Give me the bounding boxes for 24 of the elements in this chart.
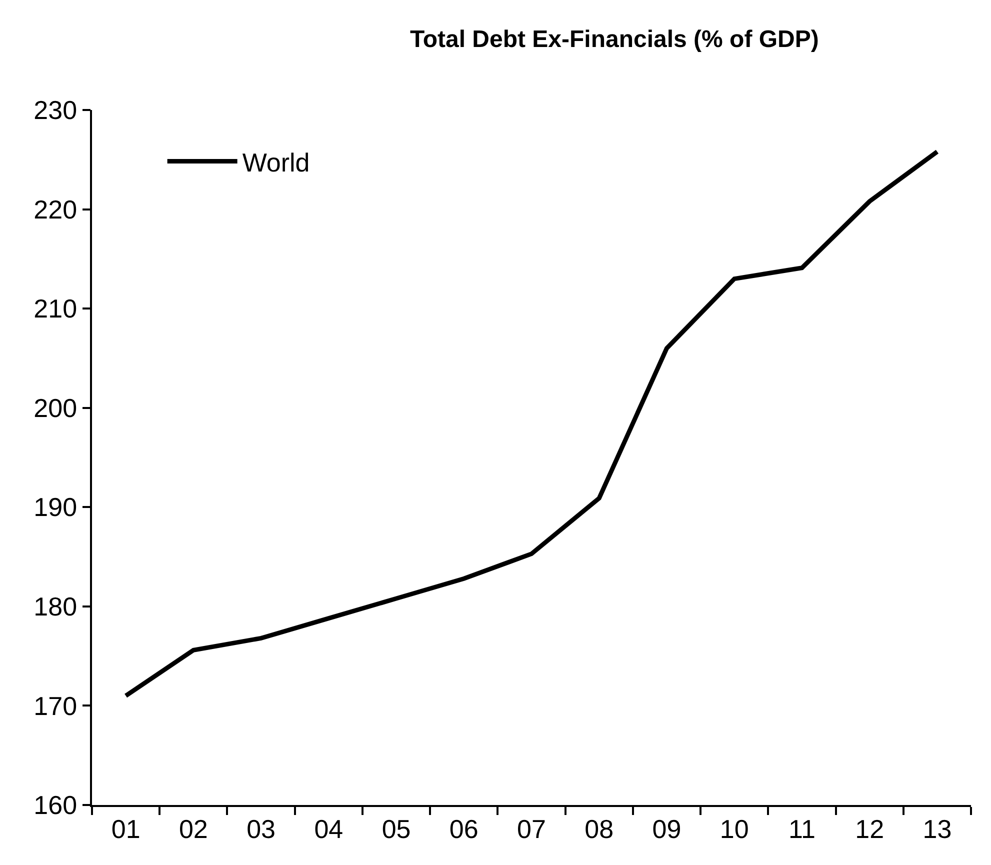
y-tick-label: 230 <box>34 95 78 126</box>
line-series <box>124 149 940 698</box>
x-tick-label: 03 <box>246 814 276 844</box>
y-tick-label: 220 <box>34 194 78 224</box>
x-tick-label: 02 <box>178 814 208 844</box>
x-tick-label: 09 <box>652 814 682 844</box>
y-tick-label: 200 <box>34 392 78 423</box>
x-tick-label: 08 <box>584 814 614 844</box>
chart-title: Total Debt Ex-Financials (% of GDP) <box>410 26 819 54</box>
x-tick-label: 05 <box>382 814 411 844</box>
y-tick-label: 170 <box>34 690 78 721</box>
x-tick-label: 06 <box>449 814 478 844</box>
y-tick-label: 190 <box>34 492 78 522</box>
x-tick-label: 13 <box>922 814 952 844</box>
y-tick-label: 180 <box>34 592 78 622</box>
legend-label: World <box>242 147 310 178</box>
x-tick-label: 12 <box>855 814 884 844</box>
x-tick-label: 11 <box>788 814 816 844</box>
y-tick-label: 210 <box>34 294 78 324</box>
x-tick-label: 01 <box>111 814 140 844</box>
x-tick-label: 04 <box>314 814 344 844</box>
x-tick-label: 07 <box>517 814 546 844</box>
y-tick-label: 160 <box>34 790 78 820</box>
x-tick-label: 10 <box>720 814 749 844</box>
